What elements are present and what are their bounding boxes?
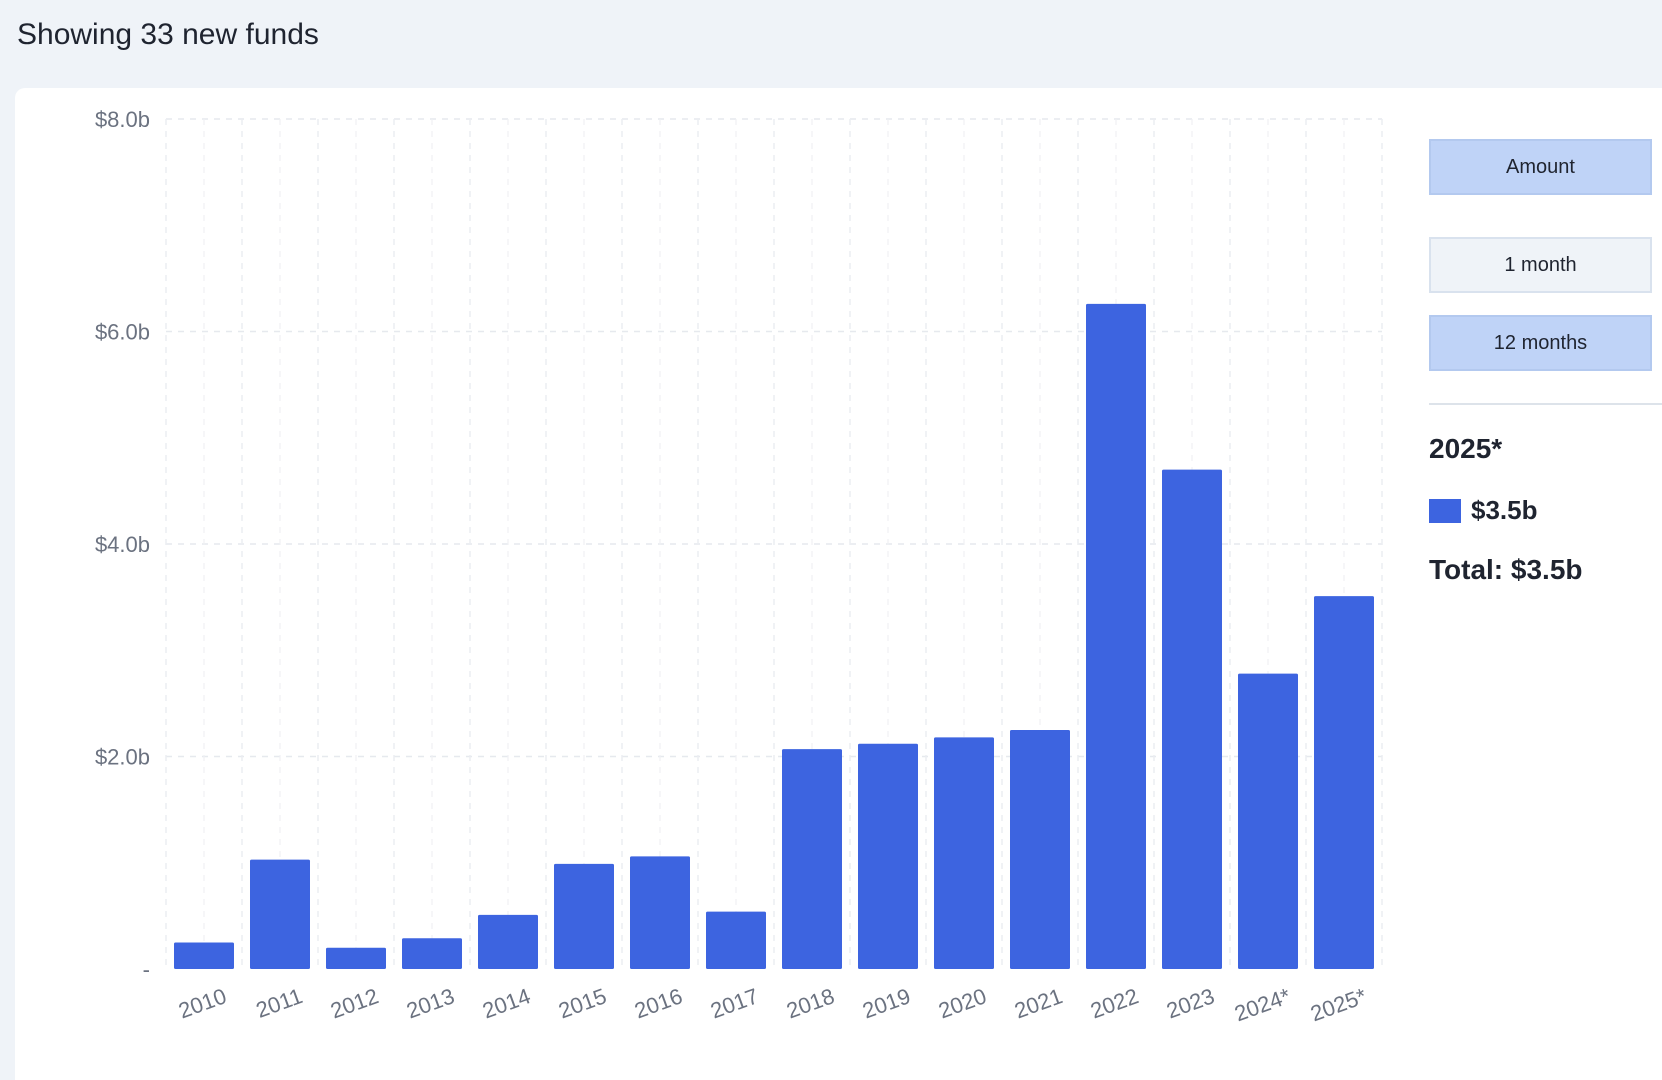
legend-row: $3.5b [1429, 495, 1538, 526]
bar-2021 [1010, 729, 1070, 969]
x-tick-label: 2018 [783, 983, 838, 1023]
x-tick-label: 2019 [859, 983, 914, 1023]
page-title: Showing 33 new funds [17, 18, 319, 51]
y-tick-label: $2.0b [95, 745, 150, 770]
bar-2020 [934, 737, 994, 969]
bar-2010 [174, 942, 234, 969]
x-tick-label: 2015 [555, 983, 610, 1023]
selected-year: 2025* [1429, 433, 1503, 464]
x-tick-label: 2016 [631, 983, 686, 1023]
x-tick-label: 2010 [175, 983, 230, 1023]
bar-2023 [1162, 469, 1222, 969]
bar-2024 [1238, 673, 1298, 969]
bar-2011 [250, 859, 310, 969]
bar-2022 [1086, 303, 1146, 969]
bar-2019 [858, 743, 918, 969]
x-tick-label: 2023 [1163, 983, 1218, 1023]
twelve-months-button[interactable]: 12 months [1429, 315, 1652, 371]
x-tick-label: 2022 [1087, 983, 1142, 1023]
x-tick-label: 2020 [935, 983, 990, 1023]
amount-button[interactable]: Amount [1429, 139, 1652, 195]
bar-2025 [1314, 596, 1374, 969]
legend-value: $3.5b [1471, 495, 1538, 525]
bar-2014 [478, 914, 538, 969]
divider [1429, 403, 1662, 405]
total-value: Total: $3.5b [1429, 554, 1583, 585]
x-tick-label: 2025* [1307, 983, 1370, 1026]
y-tick-label: $6.0b [95, 320, 150, 345]
x-tick-label: 2011 [253, 983, 306, 1023]
y-tick-label: $8.0b [95, 107, 150, 132]
y-tick-label: $4.0b [95, 532, 150, 557]
legend-swatch [1429, 498, 1461, 523]
x-tick-label: 2013 [403, 983, 458, 1023]
bar-2017 [706, 911, 766, 969]
bar-2018 [782, 749, 842, 969]
x-tick-label: 2024* [1231, 983, 1294, 1026]
x-tick-label: 2014 [479, 983, 534, 1023]
x-tick-label: 2021 [1011, 983, 1066, 1023]
x-tick-label: 2012 [327, 983, 382, 1023]
bar-2015 [554, 863, 614, 969]
y-tick-label: - [143, 957, 150, 982]
x-tick-label: 2017 [707, 983, 762, 1023]
bar-2013 [402, 938, 462, 969]
bar-2012 [326, 947, 386, 969]
one-month-button[interactable]: 1 month [1429, 237, 1652, 293]
bar-2016 [630, 856, 690, 969]
